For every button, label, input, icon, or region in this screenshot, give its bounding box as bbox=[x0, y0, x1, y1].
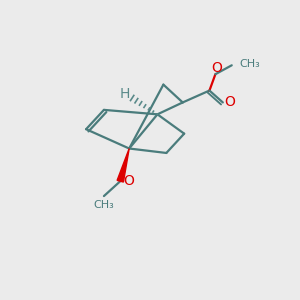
Text: H: H bbox=[119, 86, 130, 100]
Text: O: O bbox=[212, 61, 222, 75]
Text: CH₃: CH₃ bbox=[239, 59, 260, 69]
Text: O: O bbox=[123, 174, 134, 188]
Polygon shape bbox=[117, 148, 129, 182]
Text: CH₃: CH₃ bbox=[94, 200, 114, 210]
Text: O: O bbox=[224, 95, 235, 110]
